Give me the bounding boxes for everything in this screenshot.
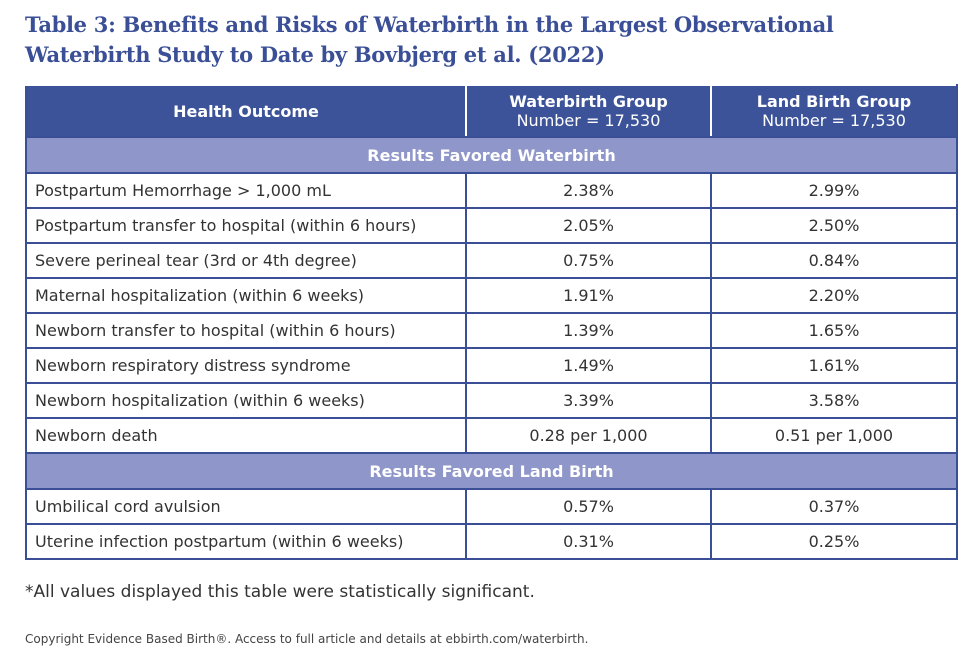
table-body: Results Favored Waterbirth Postpartum Hem… — [25, 136, 958, 560]
outcome-cell: Postpartum Hemorrhage > 1,000 mL — [25, 172, 467, 209]
value-cell: 0.28 per 1,000 — [465, 417, 712, 454]
data-row: Postpartum Hemorrhage > 1,000 mL 2.38% 2.9… — [25, 172, 958, 209]
outcome-cell: Postpartum transfer to hospital (within … — [25, 207, 467, 244]
data-row: Newborn respiratory distress syndrome 1.4… — [25, 347, 958, 384]
value-cell: 1.39% — [465, 312, 712, 349]
header-row: Health Outcome Waterbirth Group Number = 1… — [25, 84, 958, 138]
data-row: Newborn death 0.28 per 1,000 0.51 per 1,00… — [25, 417, 958, 454]
value-cell: 0.51 per 1,000 — [710, 417, 958, 454]
value-cell: 0.57% — [465, 488, 712, 525]
section-row: Results Favored Land Birth — [25, 452, 958, 490]
column-header: Land Birth Group Number = 17,530 — [710, 84, 958, 138]
copyright: Copyright Evidence Based Birth®. Access … — [25, 632, 589, 646]
value-cell: 0.31% — [465, 523, 712, 560]
value-cell: 1.65% — [710, 312, 958, 349]
outcome-cell: Newborn respiratory distress syndrome — [25, 347, 467, 384]
outcome-cell: Umbilical cord avulsion — [25, 488, 467, 525]
value-cell: 2.05% — [465, 207, 712, 244]
value-cell: 1.49% — [465, 347, 712, 384]
value-cell: 2.99% — [710, 172, 958, 209]
data-table: Health Outcome Waterbirth Group Number = 1… — [25, 84, 958, 560]
data-row: Maternal hospitalization (within 6 weeks… — [25, 277, 958, 314]
outcome-cell: Newborn hospitalization (within 6 weeks) — [25, 382, 467, 419]
outcome-cell: Uterine infection postpartum (within 6 w… — [25, 523, 467, 560]
data-row: Uterine infection postpartum (within 6 w… — [25, 523, 958, 560]
section-heading: Results Favored Land Birth — [25, 452, 958, 490]
column-header: Health Outcome — [25, 84, 467, 138]
column-title: Health Outcome — [173, 101, 319, 121]
data-row: Umbilical cord avulsion 0.57% 0.37% — [25, 488, 958, 525]
value-cell: 1.91% — [465, 277, 712, 314]
table-title: Table 3: Benefits and Risks of Waterbirt… — [25, 12, 834, 67]
outcome-cell: Maternal hospitalization (within 6 weeks… — [25, 277, 467, 314]
value-cell: 0.25% — [710, 523, 958, 560]
value-cell: 3.39% — [465, 382, 712, 419]
column-title: Waterbirth Group — [509, 92, 668, 111]
value-cell: 2.38% — [465, 172, 712, 209]
value-cell: 3.58% — [710, 382, 958, 419]
outcome-cell: Severe perineal tear (3rd or 4th degree) — [25, 242, 467, 279]
footnote: *All values displayed this table were st… — [25, 582, 535, 602]
data-row: Newborn transfer to hospital (within 6 h… — [25, 312, 958, 349]
value-cell: 0.75% — [465, 242, 712, 279]
data-row: Newborn hospitalization (within 6 weeks)… — [25, 382, 958, 419]
outcome-cell: Newborn death — [25, 417, 467, 454]
value-cell: 0.84% — [710, 242, 958, 279]
value-cell: 0.37% — [710, 488, 958, 525]
column-subtitle: Number = 17,530 — [516, 111, 661, 130]
column-header: Waterbirth Group Number = 17,530 — [465, 84, 712, 138]
data-row: Severe perineal tear (3rd or 4th degree)… — [25, 242, 958, 279]
section-heading: Results Favored Waterbirth — [25, 136, 958, 174]
data-row: Postpartum transfer to hospital (within … — [25, 207, 958, 244]
outcome-cell: Newborn transfer to hospital (within 6 h… — [25, 312, 467, 349]
value-cell: 2.20% — [710, 277, 958, 314]
section-row: Results Favored Waterbirth — [25, 136, 958, 174]
column-title: Land Birth Group — [756, 92, 912, 111]
value-cell: 1.61% — [710, 347, 958, 384]
column-subtitle: Number = 17,530 — [762, 111, 906, 130]
value-cell: 2.50% — [710, 207, 958, 244]
